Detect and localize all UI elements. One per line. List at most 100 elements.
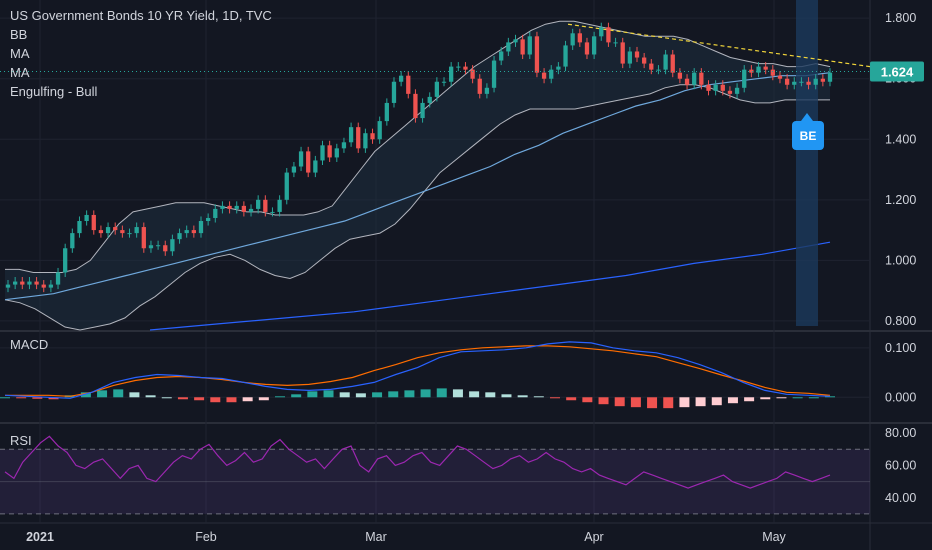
candle-body: [527, 36, 532, 55]
macd-histogram-bar: [517, 395, 528, 398]
y-tick-label: 40.00: [885, 491, 916, 505]
candle-body: [220, 205, 225, 209]
candle-body: [205, 217, 211, 222]
candle-body: [491, 60, 497, 88]
candle-body: [584, 42, 590, 55]
y-tick-label: 0.000: [885, 390, 916, 404]
candle-body: [384, 102, 389, 122]
x-tick-label: 2021: [26, 530, 54, 544]
resistance-trendline: [567, 23, 871, 68]
candle-body: [549, 69, 554, 79]
symbol-title[interactable]: US Government Bonds 10 YR Yield, 1D, TVC: [10, 8, 272, 23]
candle-body: [699, 72, 704, 85]
legend-bb[interactable]: BB: [10, 27, 28, 42]
candle-body: [105, 227, 111, 234]
legend-ma-1[interactable]: MA: [10, 46, 30, 61]
rsi-pane: [0, 435, 870, 515]
candle-body: [356, 127, 361, 149]
candle-body: [320, 145, 325, 161]
candle-body: [263, 199, 268, 212]
candle-body: [277, 199, 282, 212]
candle-body: [663, 54, 668, 70]
candle-body: [627, 51, 633, 64]
candle-body: [470, 69, 475, 79]
macd-histogram-bar: [210, 397, 221, 403]
candle-body: [649, 63, 654, 70]
macd-histogram-bar: [792, 397, 803, 399]
candle-body: [113, 227, 118, 231]
candle-body: [620, 42, 625, 64]
macd-histogram-bar: [0, 397, 10, 399]
candle-body: [391, 81, 397, 103]
macd-histogram-bar: [695, 397, 706, 407]
y-tick-label: 1.800: [885, 11, 916, 25]
candle-body: [556, 66, 561, 70]
y-tick-label: 60.00: [885, 458, 916, 472]
rsi-line: [4, 435, 831, 489]
candle-body: [770, 69, 775, 76]
candle-body: [720, 84, 725, 91]
macd-histogram-bar: [275, 396, 285, 398]
legend-engulfing[interactable]: Engulfing - Bull: [10, 84, 98, 99]
candle-body: [377, 121, 382, 140]
macd-histogram-bar: [533, 396, 544, 398]
macd-histogram-bar: [145, 395, 156, 398]
candle-body: [441, 81, 447, 83]
macd-histogram-bar: [177, 397, 188, 400]
macd-histogram-bar: [16, 397, 27, 399]
candle-body: [77, 221, 82, 234]
y-tick-label: 1.400: [885, 132, 916, 146]
candle-body: [820, 78, 825, 82]
candle-body: [670, 54, 675, 73]
rsi-title[interactable]: RSI: [10, 433, 32, 448]
be-highlight: [796, 0, 818, 326]
candle-body: [327, 145, 332, 158]
y-tick-label: 1.200: [885, 193, 916, 207]
macd-title[interactable]: MACD: [10, 337, 49, 352]
legend-ma-2[interactable]: MA: [10, 65, 30, 80]
x-tick-label: Mar: [365, 530, 387, 544]
be-arrow: [801, 113, 813, 121]
candle-body: [742, 69, 747, 88]
macd-histogram-bar: [566, 397, 577, 401]
candle-body: [120, 230, 125, 234]
candle-body: [348, 127, 354, 143]
candle-body: [191, 230, 196, 234]
macd-histogram-bar: [388, 391, 399, 398]
candle-body: [634, 51, 640, 58]
macd-histogram-bar: [420, 389, 431, 398]
candle-body: [406, 75, 411, 94]
macd-histogram-bar: [808, 397, 819, 399]
be-label: BE: [800, 129, 817, 143]
candle-body: [613, 42, 618, 44]
candle-body: [91, 214, 96, 231]
macd-histogram-bar: [355, 393, 366, 398]
candle-body: [298, 151, 304, 167]
candle-body: [534, 36, 540, 73]
axes: 2021FebMarAprMay1.8001.6001.4001.2001.00…: [26, 11, 924, 544]
candle-body: [456, 66, 461, 68]
candle-body: [5, 284, 11, 288]
macd-histogram-bar: [776, 397, 787, 399]
macd-signal-line: [5, 345, 831, 397]
macd-histogram-bar: [258, 397, 269, 401]
candle-body: [827, 72, 833, 82]
candle-body: [420, 102, 425, 119]
candle-body: [398, 75, 404, 82]
candle-body: [27, 281, 32, 285]
candle-body: [734, 87, 740, 94]
candle-body: [692, 72, 697, 85]
x-tick-label: May: [762, 530, 786, 544]
candle-body: [506, 42, 511, 52]
candle-body: [13, 281, 18, 285]
bollinger-lower: [4, 84, 830, 331]
candle-body: [563, 45, 568, 67]
be-badge: [792, 121, 824, 150]
x-tick-label: Feb: [195, 530, 217, 544]
candle-body: [499, 51, 504, 61]
candle-body: [170, 239, 175, 252]
candle-body: [591, 36, 597, 55]
candle-body: [48, 284, 54, 288]
candle-body: [256, 199, 261, 209]
